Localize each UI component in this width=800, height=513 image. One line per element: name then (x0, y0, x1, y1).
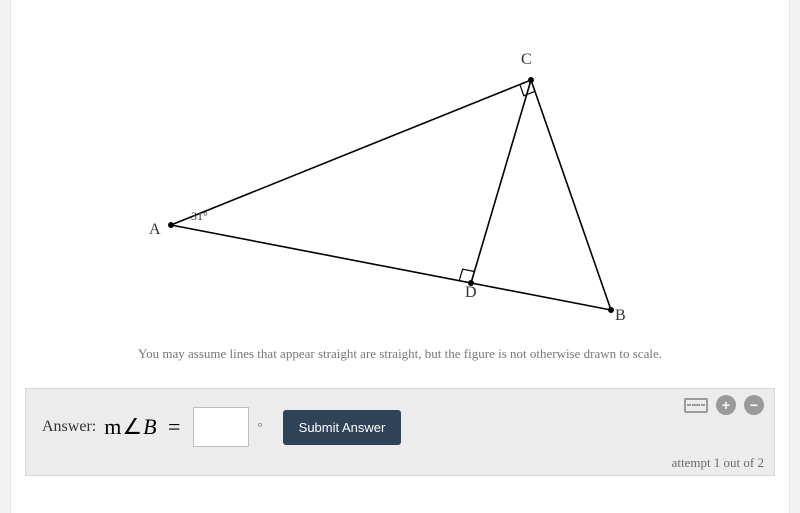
submit-button[interactable]: Submit Answer (283, 410, 402, 445)
zoom-in-icon[interactable]: + (716, 395, 736, 415)
answer-label: Answer: (42, 418, 96, 436)
zoom-out-icon[interactable]: − (744, 395, 764, 415)
expr-eq: = (164, 414, 185, 439)
vertex-label-b: B (615, 307, 626, 325)
angle-input[interactable] (193, 407, 249, 447)
answer-toolbar: + − (684, 395, 764, 415)
vertex-label-d: D (465, 284, 477, 302)
attempt-counter: attempt 1 out of 2 (672, 455, 764, 471)
answer-expression: m∠B = (104, 414, 185, 440)
vertex-label-a: A (149, 221, 161, 239)
angle-symbol-icon: ∠ (122, 414, 143, 439)
keyboard-icon[interactable] (684, 398, 708, 413)
vertex-label-c: C (521, 51, 532, 69)
degree-symbol: ° (257, 419, 262, 435)
expr-var: B (143, 414, 157, 439)
scale-note: You may assume lines that appear straigh… (11, 340, 789, 368)
angle-a-label: 31° (191, 209, 208, 224)
answer-panel: + − Answer: m∠B = ° Submit Answer attemp… (25, 388, 775, 476)
expr-m: m (104, 414, 122, 439)
diagram-area: A B C D 31° (11, 0, 789, 340)
geometry-diagram (11, 0, 791, 340)
